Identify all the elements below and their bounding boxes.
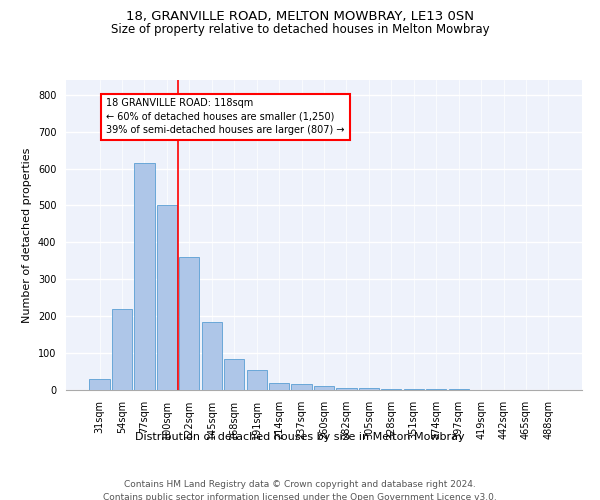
Bar	[224, 358, 244, 390]
Text: Contains HM Land Registry data © Crown copyright and database right 2024.
Contai: Contains HM Land Registry data © Crown c…	[103, 480, 497, 500]
Bar	[89, 379, 110, 390]
Bar	[269, 382, 289, 390]
Bar	[426, 389, 446, 390]
Bar	[202, 322, 222, 390]
Bar	[337, 388, 356, 390]
Bar	[292, 384, 311, 390]
Bar	[314, 386, 334, 390]
Y-axis label: Number of detached properties: Number of detached properties	[22, 148, 32, 322]
Bar	[449, 389, 469, 390]
Text: Size of property relative to detached houses in Melton Mowbray: Size of property relative to detached ho…	[110, 22, 490, 36]
Text: Distribution of detached houses by size in Melton Mowbray: Distribution of detached houses by size …	[135, 432, 465, 442]
Bar	[112, 309, 132, 390]
Bar	[381, 388, 401, 390]
Text: 18, GRANVILLE ROAD, MELTON MOWBRAY, LE13 0SN: 18, GRANVILLE ROAD, MELTON MOWBRAY, LE13…	[126, 10, 474, 23]
Bar	[404, 388, 424, 390]
Bar	[247, 370, 267, 390]
Bar	[134, 163, 155, 390]
Text: 18 GRANVILLE ROAD: 118sqm
← 60% of detached houses are smaller (1,250)
39% of se: 18 GRANVILLE ROAD: 118sqm ← 60% of detac…	[106, 98, 345, 135]
Bar	[179, 257, 199, 390]
Bar	[359, 388, 379, 390]
Bar	[157, 206, 177, 390]
